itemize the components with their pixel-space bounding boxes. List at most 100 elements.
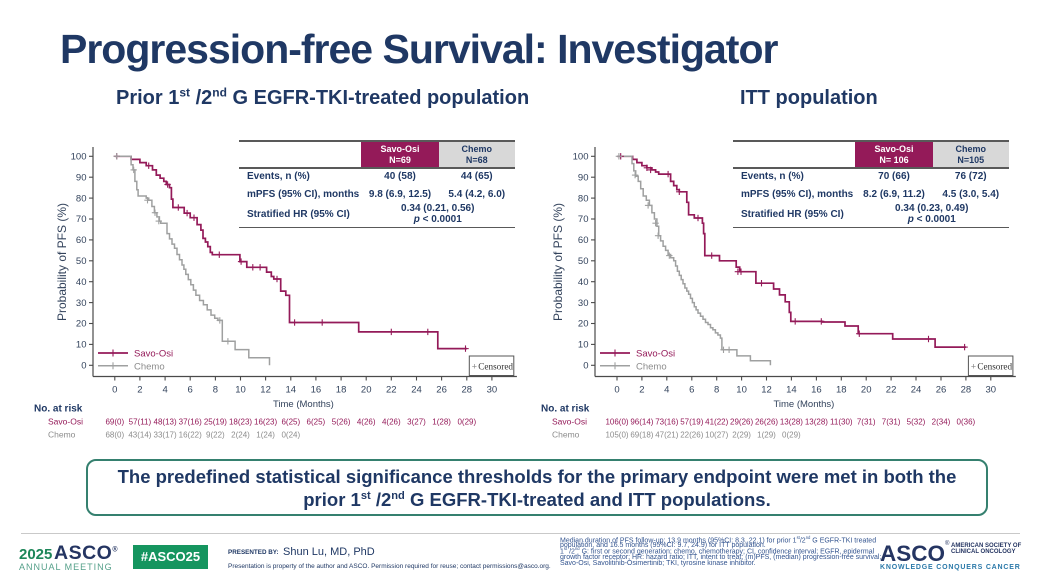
svg-text:10(27): 10(27) [705, 431, 728, 440]
svg-text:Censored: Censored [478, 361, 513, 371]
svg-text:4(26): 4(26) [357, 418, 376, 427]
svg-text:48(13): 48(13) [154, 418, 177, 427]
svg-text:5(26): 5(26) [332, 418, 351, 427]
svg-text:28: 28 [462, 385, 473, 396]
svg-text:30: 30 [76, 298, 87, 309]
svg-text:40: 40 [578, 277, 589, 288]
svg-text:2(29): 2(29) [732, 431, 751, 440]
svg-text:10: 10 [578, 340, 589, 351]
svg-text:16(23): 16(23) [254, 418, 277, 427]
svg-text:16(22): 16(22) [179, 431, 202, 440]
svg-text:68(0): 68(0) [105, 431, 124, 440]
svg-text:16: 16 [811, 385, 822, 396]
svg-text:Savo-Osi: Savo-Osi [134, 349, 173, 360]
svg-text:18(23): 18(23) [229, 418, 252, 427]
svg-text:22: 22 [886, 385, 897, 396]
svg-text:69(0): 69(0) [105, 418, 124, 427]
svg-text:25(19): 25(19) [204, 418, 227, 427]
svg-text:18: 18 [836, 385, 847, 396]
svg-text:Time (Months): Time (Months) [273, 399, 334, 410]
svg-text:60: 60 [578, 235, 589, 246]
svg-text:26: 26 [436, 385, 447, 396]
svg-text:No. at risk: No. at risk [34, 404, 83, 415]
svg-text:6: 6 [188, 385, 193, 396]
svg-text:10: 10 [76, 340, 87, 351]
svg-text:43(14): 43(14) [128, 431, 151, 440]
svg-text:24: 24 [911, 385, 922, 396]
svg-text:37(16): 37(16) [179, 418, 202, 427]
svg-text:1(24): 1(24) [256, 431, 275, 440]
svg-text:6(25): 6(25) [307, 418, 326, 427]
svg-text:0(29): 0(29) [782, 431, 801, 440]
svg-text:7(31): 7(31) [857, 418, 876, 427]
svg-text:60: 60 [76, 235, 87, 246]
svg-text:14: 14 [786, 385, 797, 396]
svg-text:Censored: Censored [977, 361, 1012, 371]
svg-text:33(17): 33(17) [154, 431, 177, 440]
svg-text:Chemo: Chemo [134, 361, 165, 372]
svg-text:40: 40 [76, 277, 87, 288]
svg-text:12: 12 [761, 385, 772, 396]
svg-text:30: 30 [487, 385, 498, 396]
svg-text:2(24): 2(24) [231, 431, 250, 440]
svg-text:2: 2 [639, 385, 644, 396]
svg-text:20: 20 [361, 385, 372, 396]
svg-text:26(26): 26(26) [755, 418, 778, 427]
svg-text:70: 70 [76, 214, 87, 225]
svg-text:Chemo: Chemo [552, 430, 580, 440]
svg-text:0: 0 [614, 385, 619, 396]
svg-text:47(21): 47(21) [655, 431, 678, 440]
svg-text:Savo-Osi: Savo-Osi [48, 417, 83, 427]
svg-text:50: 50 [578, 256, 589, 267]
svg-text:30: 30 [986, 385, 997, 396]
svg-text:Time (Months): Time (Months) [773, 399, 834, 410]
svg-text:26: 26 [936, 385, 947, 396]
svg-text:Chemo: Chemo [48, 430, 76, 440]
svg-text:12: 12 [260, 385, 271, 396]
svg-text:14: 14 [286, 385, 297, 396]
svg-text:1(28): 1(28) [432, 418, 451, 427]
svg-text:20: 20 [76, 319, 87, 330]
svg-text:8: 8 [714, 385, 719, 396]
svg-text:50: 50 [76, 256, 87, 267]
svg-text:+: + [971, 362, 976, 372]
svg-text:57(19): 57(19) [680, 418, 703, 427]
svg-text:8: 8 [213, 385, 218, 396]
svg-text:Savo-Osi: Savo-Osi [636, 349, 675, 360]
svg-text:0(36): 0(36) [957, 418, 976, 427]
svg-text:96(14): 96(14) [630, 418, 653, 427]
svg-text:30: 30 [578, 298, 589, 309]
svg-text:0(24): 0(24) [281, 431, 300, 440]
svg-text:+: + [472, 362, 477, 372]
svg-text:7(31): 7(31) [882, 418, 901, 427]
svg-text:2: 2 [137, 385, 142, 396]
svg-text:29(26): 29(26) [730, 418, 753, 427]
svg-text:0: 0 [112, 385, 117, 396]
svg-text:20: 20 [578, 319, 589, 330]
svg-text:20: 20 [861, 385, 872, 396]
svg-text:10: 10 [736, 385, 747, 396]
svg-text:100: 100 [573, 152, 589, 163]
svg-text:Savo-Osi: Savo-Osi [552, 417, 587, 427]
svg-text:80: 80 [578, 193, 589, 204]
svg-text:10: 10 [235, 385, 246, 396]
svg-text:69(18): 69(18) [630, 431, 653, 440]
svg-text:80: 80 [76, 193, 87, 204]
svg-text:105(0): 105(0) [605, 431, 628, 440]
svg-text:73(16): 73(16) [655, 418, 678, 427]
svg-text:4: 4 [664, 385, 669, 396]
svg-text:6: 6 [689, 385, 694, 396]
svg-text:5(32): 5(32) [907, 418, 926, 427]
svg-text:28: 28 [961, 385, 972, 396]
svg-text:Chemo: Chemo [636, 361, 667, 372]
svg-text:No. at risk: No. at risk [541, 404, 590, 415]
svg-text:6(25): 6(25) [281, 418, 300, 427]
svg-text:13(28): 13(28) [780, 418, 803, 427]
svg-text:106(0): 106(0) [605, 418, 628, 427]
svg-text:70: 70 [578, 214, 589, 225]
svg-text:11(30): 11(30) [830, 418, 853, 427]
svg-text:24: 24 [411, 385, 422, 396]
svg-text:57(11): 57(11) [129, 418, 152, 427]
svg-text:4(26): 4(26) [382, 418, 401, 427]
svg-text:0: 0 [81, 361, 86, 372]
